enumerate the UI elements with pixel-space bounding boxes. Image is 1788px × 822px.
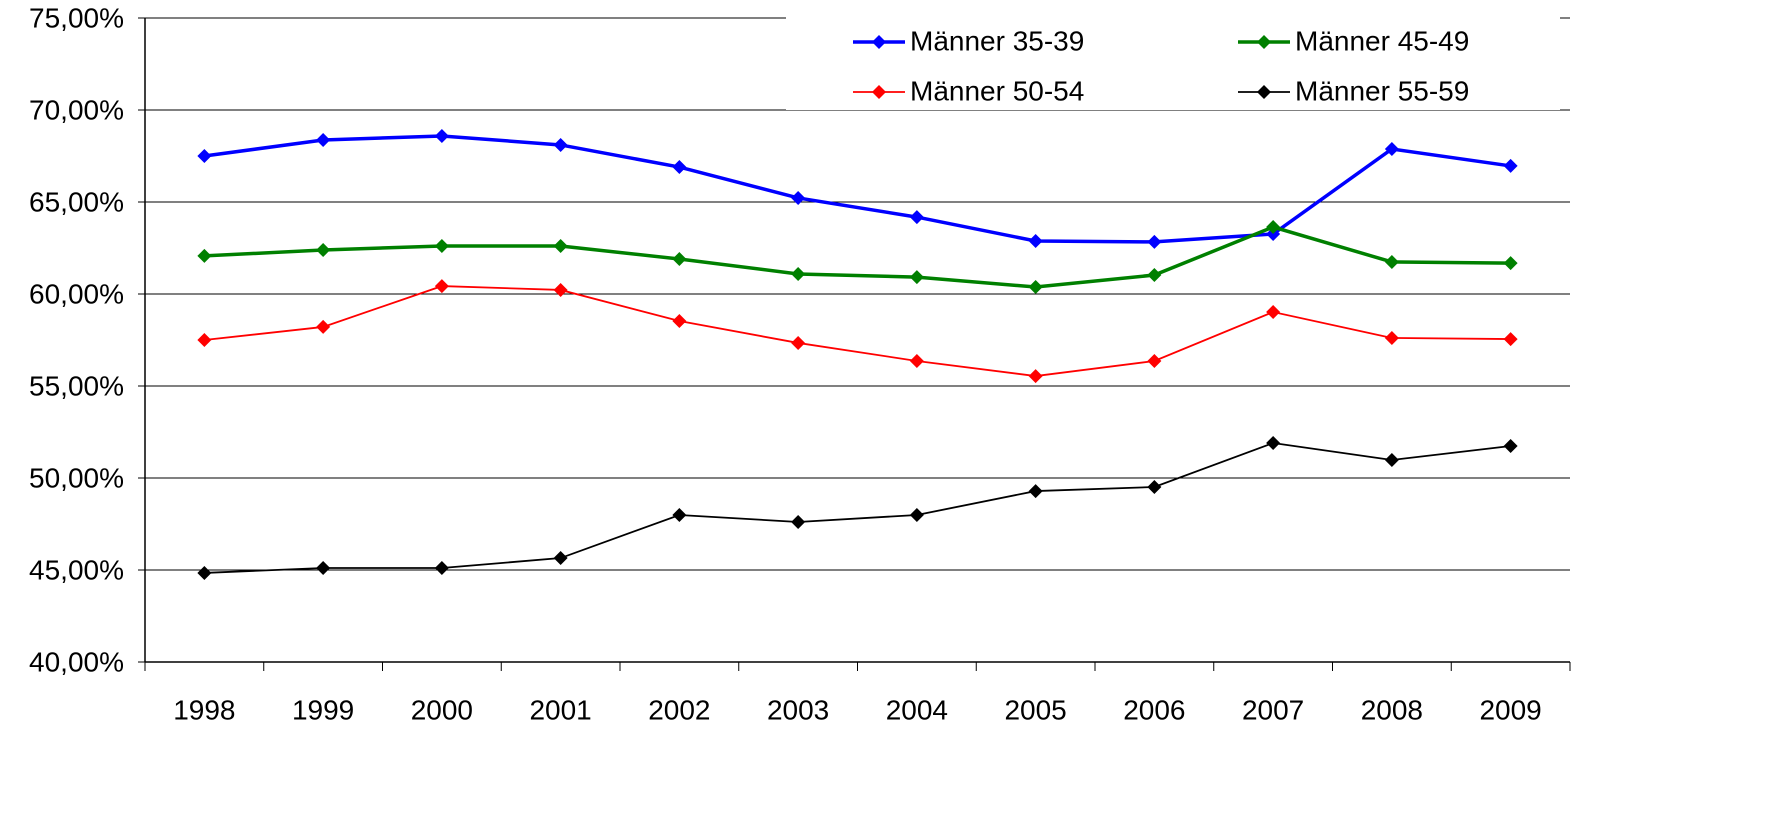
point-marker [1147, 268, 1162, 283]
point-marker [1503, 256, 1518, 271]
point-marker [909, 507, 924, 522]
point-marker [1028, 234, 1043, 249]
series-line [204, 285, 1511, 377]
point-marker [1147, 234, 1162, 249]
x-tick-label: 2008 [1361, 694, 1423, 725]
point-marker [434, 560, 449, 575]
series-line [204, 225, 1511, 289]
series-line [204, 442, 1511, 574]
point-marker [1384, 452, 1399, 467]
point-marker [1266, 305, 1281, 320]
legend-label: Männer 50-54 [910, 75, 1084, 106]
point-marker [1384, 330, 1399, 345]
point-marker [553, 137, 568, 152]
point-marker [1147, 480, 1162, 495]
point-marker [1384, 254, 1399, 269]
point-marker [791, 190, 806, 205]
point-marker [434, 238, 449, 253]
point-marker [197, 565, 212, 580]
point-marker [316, 560, 331, 575]
x-tick-label: 2000 [411, 694, 473, 725]
x-tick-label: 2007 [1242, 694, 1304, 725]
point-marker [672, 252, 687, 267]
point-marker [1266, 436, 1281, 451]
point-marker [791, 514, 806, 529]
legend-label: Männer 45-49 [1295, 25, 1469, 56]
point-marker [316, 243, 331, 258]
point-marker [1147, 353, 1162, 368]
point-marker [909, 270, 924, 285]
point-marker [434, 128, 449, 143]
y-tick-label: 45,00% [29, 554, 124, 585]
point-marker [553, 282, 568, 297]
point-marker [197, 248, 212, 263]
legend-marker [872, 85, 886, 99]
x-tick-label: 2009 [1479, 694, 1541, 725]
point-marker [1028, 369, 1043, 384]
point-marker [1503, 158, 1518, 173]
x-tick-label: 2002 [648, 694, 710, 725]
point-marker [553, 551, 568, 566]
point-marker [1384, 142, 1399, 157]
legend-marker [1257, 85, 1271, 99]
point-marker [1028, 484, 1043, 499]
y-tick-label: 55,00% [29, 370, 124, 401]
y-tick-label: 75,00% [29, 2, 124, 33]
point-marker [316, 132, 331, 147]
legend-marker [872, 35, 886, 49]
point-marker [909, 210, 924, 225]
legend-label: Männer 35-39 [910, 25, 1084, 56]
point-marker [909, 353, 924, 368]
point-marker [197, 149, 212, 163]
point-marker [672, 314, 687, 329]
x-tick-label: 2006 [1123, 694, 1185, 725]
legend-box [786, 4, 1560, 110]
legend-label: Männer 55-59 [1295, 75, 1469, 106]
legend-marker [1257, 35, 1271, 49]
y-tick-label: 60,00% [29, 278, 124, 309]
x-tick-label: 2004 [886, 694, 948, 725]
point-marker [434, 279, 449, 294]
point-marker [1028, 280, 1043, 295]
point-marker [672, 160, 687, 175]
point-marker [1503, 438, 1518, 453]
series-line [204, 134, 1511, 244]
x-tick-label: 2001 [529, 694, 591, 725]
point-marker [672, 507, 687, 522]
point-marker [197, 333, 212, 347]
point-marker [1503, 332, 1518, 347]
y-tick-label: 40,00% [29, 646, 124, 677]
point-marker [1266, 220, 1281, 235]
x-tick-label: 2005 [1004, 694, 1066, 725]
point-marker [791, 266, 806, 281]
x-tick-label: 1998 [173, 694, 235, 725]
x-tick-label: 1999 [292, 694, 354, 725]
point-marker [553, 238, 568, 253]
y-tick-label: 70,00% [29, 94, 124, 125]
x-tick-label: 2003 [767, 694, 829, 725]
point-marker [316, 319, 331, 334]
y-tick-label: 50,00% [29, 462, 124, 493]
y-tick-label: 65,00% [29, 186, 124, 217]
point-marker [791, 335, 806, 350]
